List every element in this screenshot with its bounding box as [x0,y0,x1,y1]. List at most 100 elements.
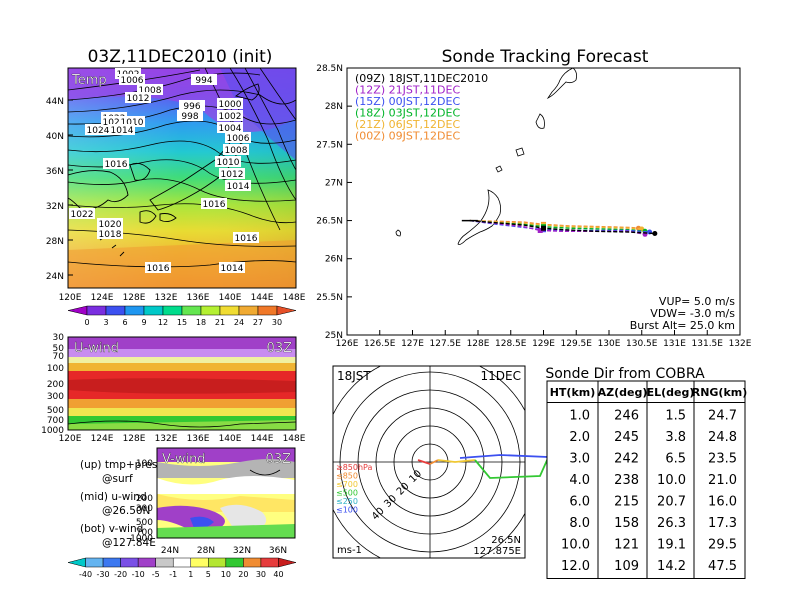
u-wind-pressure-label: 50 [53,344,65,354]
table-cell: 20.7 [657,495,686,510]
table-cell: 1.0 [569,409,590,424]
table-cell: 21.0 [708,473,737,488]
polar-time: 18JST [337,369,371,383]
tracking-lon-label: 129E [532,339,555,349]
table-cell: 2.0 [569,430,590,445]
isobar-label-bg [201,198,227,209]
tracking-legend-entry: (18Z) 03JST,12DEC [355,107,460,120]
sonde-track [469,219,655,235]
v-colorbar-label: 40 [273,570,283,579]
sonde-burst-marker [537,227,543,233]
tracking-params: VUP= 5.0 m/s VDW= -3.0 m/s Burst Alt= 25… [630,295,736,332]
tracking-lon-label: 129.5E [561,339,593,349]
isobar-label: 1014 [221,264,244,274]
isobar-label: 1014 [227,182,250,192]
isobar-label-bg [217,110,243,121]
surface-map-lat-labels: 44N 40N 36N 32N 28N 24N [46,97,73,282]
tracking-legend-entry: (15Z) 00JST,12DEC [355,95,460,108]
v-colorbar-swatch [208,557,227,568]
table-cell: 24.7 [708,409,737,424]
table-header-cell: RNG(km) [692,386,748,399]
tracking-lat-label: 28N [325,102,343,112]
tracking-lon-label: 131.5E [692,339,724,349]
v-wind-pressure-label: 300 [136,504,153,514]
v-colorbar-swatch [67,557,86,568]
sonde-burst-marker [541,225,546,231]
table-frame [546,380,746,579]
polar-level-label: ≤100 [336,506,358,515]
u-wind-pressure-label: 70 [53,352,65,362]
v-colorbar-swatch [260,557,279,568]
table-cell: 6.0 [569,495,590,510]
u-wind-pressure-label: 200 [47,380,64,390]
u-wind-label: U-wind [74,341,119,356]
v-wind-lat-label: 36N [269,546,287,556]
polar-location-lon: 127.875E [473,546,521,557]
table-header-cell: AZ(deg) [598,386,648,399]
table-cell: 8.0 [569,516,590,531]
v-wind-lat-label: 28N [197,546,215,556]
tracking-lon-label: 131E [663,339,686,349]
v-wind-pressure-label: 500 [136,518,153,528]
isobar-label: 1002 [219,112,242,122]
v-colorbar-swatch [120,557,139,568]
tracking-lat-label: 27N [325,178,343,188]
table-body: HT(km) AZ(deg) EL(deg)RNG(km) 1.0 246 1.5 24.7… [546,380,748,579]
table-cell: 12.0 [561,559,590,574]
v-colorbar-swatch [172,557,192,568]
table-header-cell: EL(deg) [647,386,695,399]
surface-map-title: 03Z,11DEC2010 (init) [88,47,273,67]
surface-map-lon-label: 124E [91,293,114,303]
isobar-label-bg [191,74,217,85]
polar-trace [437,459,476,463]
v-wind-pressure-label: 200 [136,494,153,504]
v-wind-frame [156,447,296,539]
isobar-label-bg [219,262,245,273]
temp-colorbar-label: 30 [272,318,282,327]
u-wind-pressure-label: 30 [53,333,65,343]
v-colorbar-label: 20 [238,570,248,579]
v-wind-lat-label: 24N [161,546,179,556]
isobar-label-bg [223,144,249,155]
tracking-lat-label: 26.5N [316,217,343,227]
tracking-lat-label: 25N [325,331,343,341]
v-wind-pressure-label: 100 [136,459,153,469]
isobar-label-bg [103,158,129,169]
table-cell: 14.2 [657,559,686,574]
table-cell: 245 [614,430,639,445]
isobar-label-bg [179,100,205,111]
temp-colorbar-swatch [105,305,126,316]
isobar-label-bg [97,228,123,239]
isobar-label: 1016 [147,264,170,274]
v-colorbar-label: 10 [221,570,231,579]
u-wind-lon-label: 144E [251,434,274,444]
tracking-legend: (09Z) 18JST,11DEC2010(12Z) 21JST,11DEC(1… [355,72,488,143]
tracking-lon-label: 127E [401,339,424,349]
tracking-title: Sonde Tracking Forecast [442,47,649,67]
isobar-label-bg [109,124,135,135]
tracking-lat-label: 26N [325,255,343,265]
note-bot: (bot) v-wind [80,523,143,535]
v-wind-pressure-label: 1000 [130,534,153,544]
table-cell: 10.0 [657,473,686,488]
isobar-label-bg [145,262,171,273]
tracking-legend-entry: (12Z) 21JST,11DEC [355,84,460,97]
v-colorbar-label: -20 [114,570,127,579]
table-cell: 23.5 [708,452,737,467]
tracking-lat-labels: 28.5N 28N 27.5N 27N 26.5N 26N 25.5N 25N [316,64,352,341]
v-wind-time: 03Z [266,452,292,467]
v-colorbar-label: 30 [256,570,266,579]
v-colorbar-swatch [85,557,104,568]
u-wind-lon-label: 132E [155,434,178,444]
surface-map-frame [67,67,297,289]
u-wind-lon-label: 136E [187,434,210,444]
v-colorbar-swatch [190,557,209,568]
polar-trace [429,459,439,465]
tracking-legend-entry: (09Z) 18JST,11DEC2010 [355,72,488,85]
temp-colorbar-label: 24 [234,318,244,327]
table-cell: 26.3 [657,516,686,531]
u-wind-lon-label: 148E [283,434,306,444]
temp-colorbar-swatch [143,305,164,316]
